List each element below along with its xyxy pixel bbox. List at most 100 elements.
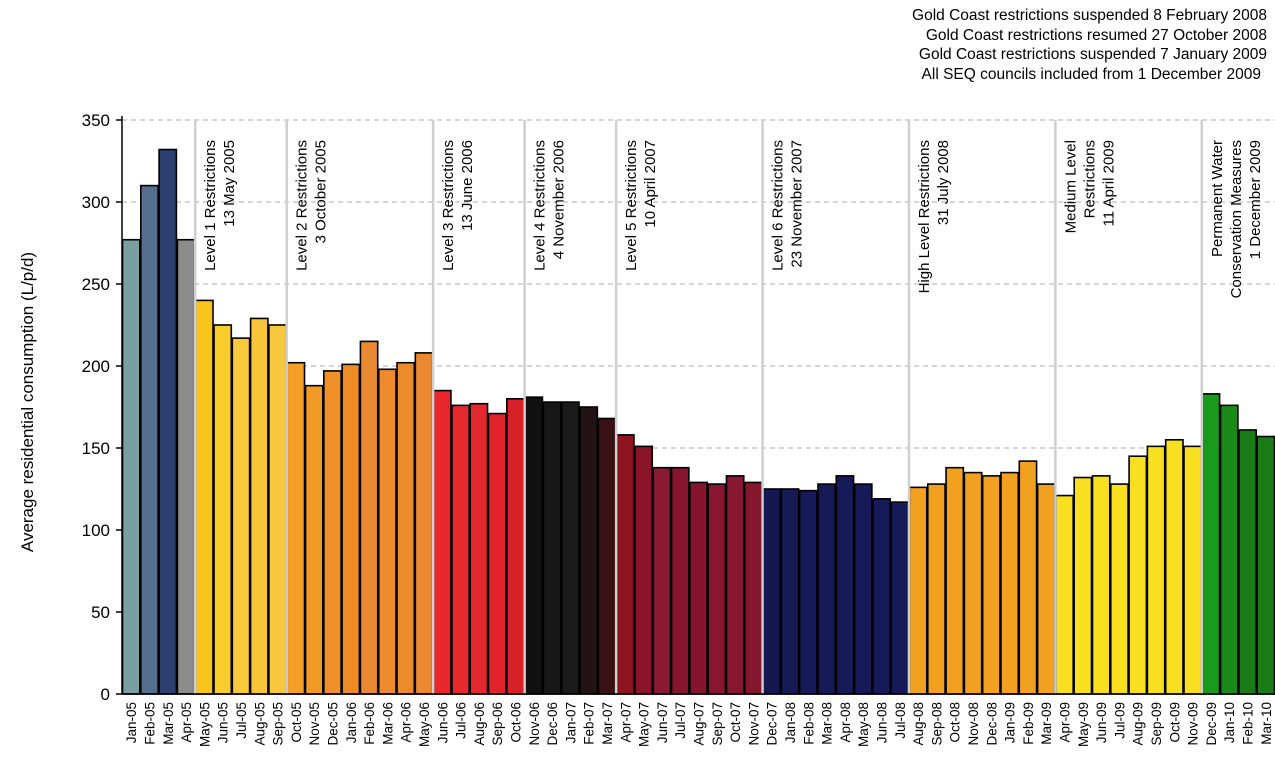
phase-label: Conservation Measures: [1228, 140, 1245, 298]
bar: [377, 368, 397, 695]
bar: [506, 397, 525, 695]
y-tick-label: 250: [82, 275, 110, 294]
phase-label: 3 October 2005: [313, 140, 330, 243]
x-tick-label: Jan-05: [124, 702, 139, 743]
bar: [725, 475, 745, 695]
x-tick-label: Nov-05: [307, 702, 322, 746]
bar: [853, 483, 873, 695]
phase-label: Level 2 Restrictions: [294, 140, 311, 271]
note-line: Gold Coast restrictions suspended 7 Janu…: [918, 46, 1267, 64]
x-tick-label: Feb-09: [1021, 702, 1036, 745]
bar: [359, 340, 379, 695]
x-tick-label: Jul-05: [234, 702, 249, 739]
phase-dividers: [193, 120, 1204, 694]
bar: [817, 483, 837, 695]
bar: [1128, 455, 1148, 695]
x-tick-label: Sep-07: [710, 702, 725, 746]
x-tick-label: Sep-05: [271, 702, 286, 746]
bar: [1256, 435, 1275, 695]
phase-label: Level 6 Restrictions: [770, 140, 787, 271]
bar: [469, 402, 489, 695]
x-tick-label: Sep-08: [929, 702, 944, 746]
bar: [341, 363, 361, 695]
phase-label: Level 5 Restrictions: [623, 140, 640, 271]
x-tick-label: Feb-08: [801, 702, 816, 745]
x-tick-label: Feb-07: [582, 702, 597, 745]
bar: [1000, 471, 1020, 695]
x-tick-label: Jan-06: [344, 702, 359, 743]
phase-label: Level 3 Restrictions: [440, 140, 457, 271]
bar: [634, 445, 654, 695]
phase-label: 11 April 2009: [1100, 140, 1117, 226]
x-tick-label: Oct-07: [728, 702, 743, 743]
bar: [945, 466, 965, 695]
bar: [194, 299, 214, 695]
bar: [981, 475, 1001, 695]
bar: [926, 483, 946, 695]
bar: [542, 401, 562, 695]
bar: [158, 148, 178, 695]
phase-label: 13 May 2005: [221, 140, 238, 227]
bar: [670, 466, 690, 695]
x-tick-label: Dec-09: [1204, 702, 1219, 746]
bar: [908, 486, 928, 695]
y-tick-label: 300: [82, 193, 110, 212]
y-axis-label: Average residential consumption (L/p/d): [18, 252, 37, 552]
x-tick-label: Apr-05: [179, 702, 194, 743]
bar: [1238, 429, 1257, 695]
x-tick-label: Nov-08: [966, 702, 981, 746]
bar: [432, 389, 452, 695]
note-line: Gold Coast restrictions resumed 27 Octob…: [925, 26, 1267, 44]
x-tick-label: Jul-06: [454, 702, 469, 739]
bar: [798, 489, 818, 695]
x-tick-label: Nov-06: [527, 702, 542, 746]
bar: [1201, 393, 1221, 695]
bar: [872, 498, 891, 695]
bar: [963, 471, 983, 695]
bar: [1183, 445, 1203, 695]
phase-label: 4 November 2006: [551, 140, 568, 259]
phase-label: Level 1 Restrictions: [202, 140, 219, 271]
bar: [176, 238, 196, 695]
x-tick-label: May-06: [417, 702, 432, 747]
x-tick-label: Mar-08: [820, 702, 835, 745]
bar: [835, 475, 855, 695]
phase-label: Medium Level: [1062, 140, 1079, 233]
bar: [213, 324, 233, 695]
y-tick-label: 150: [82, 439, 110, 458]
bar: [560, 401, 580, 695]
x-tick-label: Mar-10: [1259, 702, 1274, 745]
x-tick-label: Jun-09: [1094, 702, 1109, 743]
x-tick-label: Apr-08: [838, 702, 853, 743]
y-tick-label: 350: [82, 111, 110, 130]
x-tick-label: Jun-07: [655, 702, 670, 743]
x-tick-label: Feb-05: [142, 702, 157, 745]
bar: [579, 406, 599, 695]
x-tick-label: Apr-07: [618, 702, 633, 743]
x-tick-label: Mar-07: [600, 702, 615, 745]
bar: [323, 370, 342, 695]
bar: [487, 412, 507, 695]
bar: [1073, 476, 1093, 695]
y-tick-label: 200: [82, 357, 110, 376]
phase-label: Permanent Water: [1209, 140, 1226, 257]
x-tick-label: Dec-05: [325, 702, 340, 746]
x-tick-label: Sep-06: [490, 702, 505, 746]
x-tick-label: Apr-06: [399, 702, 414, 743]
phase-label: 23 November 2007: [789, 140, 806, 268]
x-tick-label: May-09: [1076, 702, 1091, 747]
bar: [1091, 475, 1111, 695]
bar: [396, 361, 416, 695]
x-tick-label: Nov-07: [746, 702, 761, 746]
bar: [1036, 483, 1056, 695]
bar-series: [121, 148, 1275, 695]
note-line: All SEQ councils included from 1 Decembe…: [921, 65, 1261, 83]
phase-label: 1 December 2009: [1247, 140, 1264, 259]
phase-label: Restrictions: [1081, 140, 1098, 218]
bar: [231, 337, 251, 695]
restriction-notes: Gold Coast restrictions suspended 8 Febr…: [747, 6, 1267, 84]
note-line: Gold Coast restrictions suspended 8 Febr…: [912, 7, 1267, 24]
bar: [689, 481, 708, 695]
